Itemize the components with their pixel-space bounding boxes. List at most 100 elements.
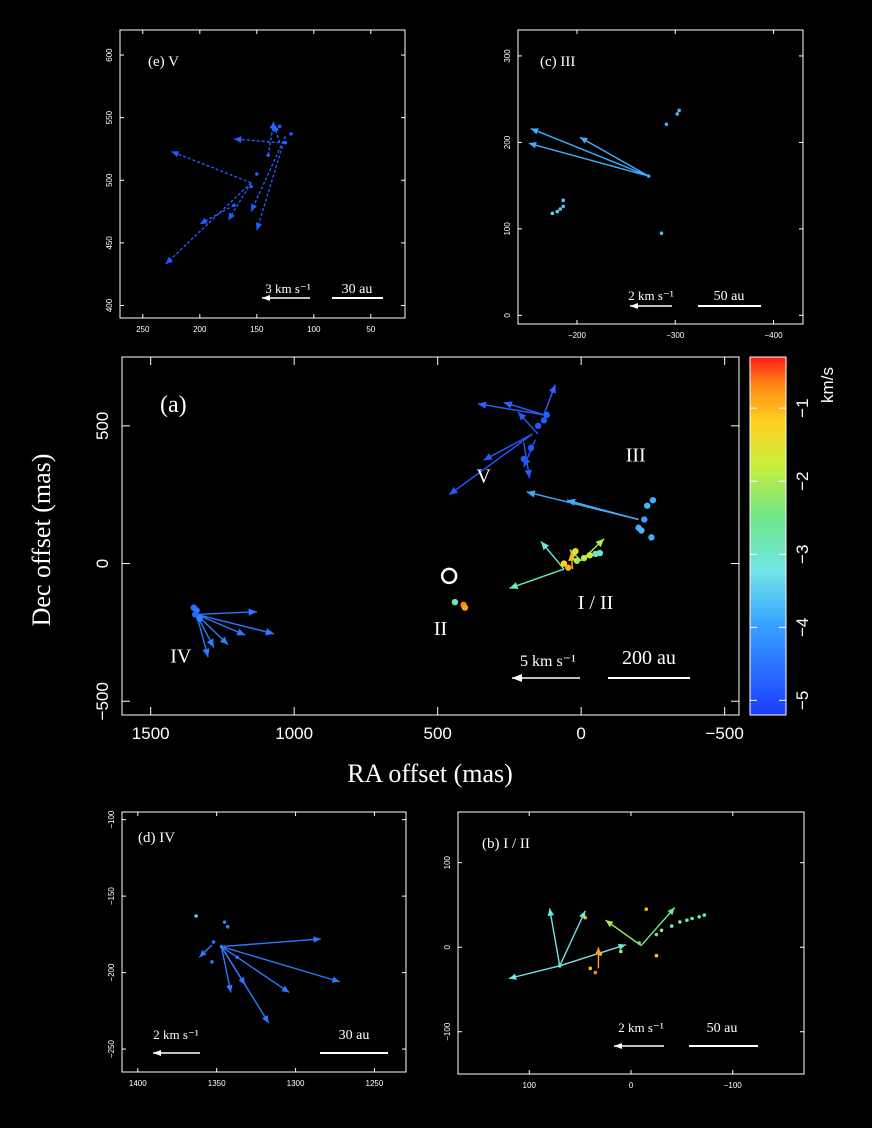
proper-motion-arrowhead bbox=[605, 920, 614, 928]
panel-d-ytick-label: −250 bbox=[107, 1040, 116, 1059]
panel-a-ytick-label: 0 bbox=[93, 559, 112, 568]
panel-a-ylabel: Dec offset (mas) bbox=[27, 454, 56, 627]
panel-e-velocity-arrowhead bbox=[262, 295, 270, 301]
proper-motion-arrowhead bbox=[547, 908, 555, 917]
proper-motion-vector bbox=[530, 127, 649, 177]
proper-motion-vector bbox=[233, 138, 280, 144]
maser-spot bbox=[702, 913, 707, 917]
maser-spot bbox=[534, 422, 542, 430]
maser-spot bbox=[277, 124, 282, 129]
panel-a-xtick-label: 0 bbox=[576, 724, 585, 743]
length-scale-label: 200 au bbox=[622, 647, 676, 669]
maser-spot bbox=[675, 112, 680, 116]
proper-motion-vector bbox=[171, 150, 252, 184]
maser-spot bbox=[619, 949, 623, 954]
panel-c-ytick-label: 200 bbox=[503, 135, 512, 149]
maser-spot bbox=[588, 966, 593, 971]
maser-spot bbox=[586, 552, 593, 559]
panel-e-title: (e) V bbox=[148, 54, 179, 70]
proper-motion-arrowhead bbox=[255, 222, 263, 231]
colorbar-label: km/s bbox=[818, 367, 837, 403]
maser-spot bbox=[540, 417, 548, 424]
panel-a-xtick-label: 500 bbox=[423, 724, 451, 743]
panel-e: 250 200 150 100 50 400 450 500 550 600 (e) V 3 km… bbox=[105, 29, 406, 334]
proper-motion-arrowhead bbox=[199, 217, 208, 225]
region-label: IV bbox=[170, 646, 192, 668]
proper-motion-arrowhead bbox=[579, 137, 588, 144]
panel-d-velocity-label: 2 km s⁻¹ bbox=[153, 1027, 199, 1042]
panel-e-ytick-label: 600 bbox=[105, 48, 114, 62]
panel-a-scalebars: 5 km s⁻¹ 200 au bbox=[512, 647, 690, 682]
colorbar-tick-label: −4 bbox=[793, 618, 812, 637]
maser-spot bbox=[638, 527, 645, 534]
proper-motion-arrowhead bbox=[595, 538, 605, 548]
maser-spot bbox=[677, 108, 681, 113]
proper-motion-vector bbox=[528, 142, 649, 177]
panel-c-velocity-arrowhead bbox=[630, 303, 638, 309]
maser-spot bbox=[654, 953, 659, 958]
maser-spot bbox=[669, 924, 674, 928]
maser-spot bbox=[641, 516, 648, 523]
proper-motion-arrowhead bbox=[526, 490, 536, 498]
panel-d: 1400 1350 1300 1250−100−150−200−250 (d) IV … bbox=[107, 810, 407, 1088]
panel-e-ytick-label: 500 bbox=[105, 173, 114, 187]
maser-spot bbox=[659, 231, 664, 236]
proper-motion-vector bbox=[508, 965, 560, 980]
panel-d-title: (d) IV bbox=[138, 830, 175, 846]
region-label: I / II bbox=[578, 592, 614, 614]
maser-spot bbox=[560, 560, 568, 567]
proper-motion-arrowhead bbox=[528, 142, 537, 149]
panel-b-length-label: 50 au bbox=[707, 1021, 738, 1036]
panel-c-ytick-label: 300 bbox=[503, 49, 512, 63]
proper-motion-arrowhead bbox=[449, 486, 458, 495]
maser-spot bbox=[451, 598, 459, 606]
panel-c-frame bbox=[517, 29, 804, 325]
panel-b-velocity-label: 2 km s⁻¹ bbox=[618, 1020, 664, 1035]
maser-spot bbox=[196, 615, 203, 622]
proper-motion-vector bbox=[221, 946, 290, 994]
panel-c-ytick-label: 0 bbox=[503, 313, 512, 318]
proper-motion-arrowhead bbox=[265, 628, 275, 636]
proper-motion-vector bbox=[221, 938, 321, 948]
region-label: V bbox=[476, 465, 491, 487]
maser-spot bbox=[194, 914, 198, 918]
maser-spot bbox=[222, 920, 227, 924]
proper-motion-vector bbox=[250, 136, 286, 212]
panel-c-xtick-label: −300 bbox=[666, 331, 685, 340]
proper-motion-vector bbox=[267, 121, 275, 156]
maser-spot bbox=[565, 564, 572, 571]
panel-e-xtick-label: 200 bbox=[193, 325, 207, 334]
maser-spot bbox=[690, 916, 694, 921]
proper-motion-arrowhead bbox=[219, 636, 229, 645]
maser-spot bbox=[644, 907, 649, 911]
maser-spot bbox=[664, 122, 669, 127]
maser-spot bbox=[561, 204, 566, 209]
panel-d-length-label: 30 au bbox=[339, 1028, 370, 1043]
panel-a-xtick-label: 1500 bbox=[132, 724, 170, 743]
proper-motion-vector bbox=[256, 136, 286, 231]
maser-spot bbox=[646, 174, 651, 178]
panel-b-xtick-label: 100 bbox=[523, 1081, 537, 1090]
panel-e-velocity-label: 3 km s⁻¹ bbox=[265, 281, 311, 296]
proper-motion-arrowhead bbox=[503, 401, 513, 409]
proper-motion-arrowhead bbox=[228, 212, 235, 221]
proper-motion-arrowhead bbox=[171, 151, 180, 158]
maser-spot bbox=[557, 964, 562, 968]
proper-motion-vector bbox=[559, 944, 627, 967]
panel-c-xtick-label: −200 bbox=[568, 331, 587, 340]
maser-spot bbox=[558, 207, 563, 211]
panel-a-xtick-label: 1000 bbox=[275, 724, 313, 743]
proper-motion-arrowhead bbox=[248, 608, 257, 616]
maser-spot bbox=[283, 140, 288, 145]
proper-motion-vector bbox=[559, 910, 586, 967]
panel-c-xtick-label: −400 bbox=[765, 331, 784, 340]
panel-a-xtick-label: −500 bbox=[706, 724, 744, 743]
panel-b-ytick-label: 100 bbox=[443, 855, 452, 869]
region-label: II bbox=[434, 618, 447, 640]
proper-motion-vector bbox=[566, 499, 639, 521]
panel-d-xtick-label: 1300 bbox=[287, 1079, 305, 1088]
proper-motion-arrowhead bbox=[568, 552, 576, 562]
panel-d-velocity-arrowhead bbox=[153, 1050, 161, 1056]
maser-spot bbox=[649, 497, 657, 504]
